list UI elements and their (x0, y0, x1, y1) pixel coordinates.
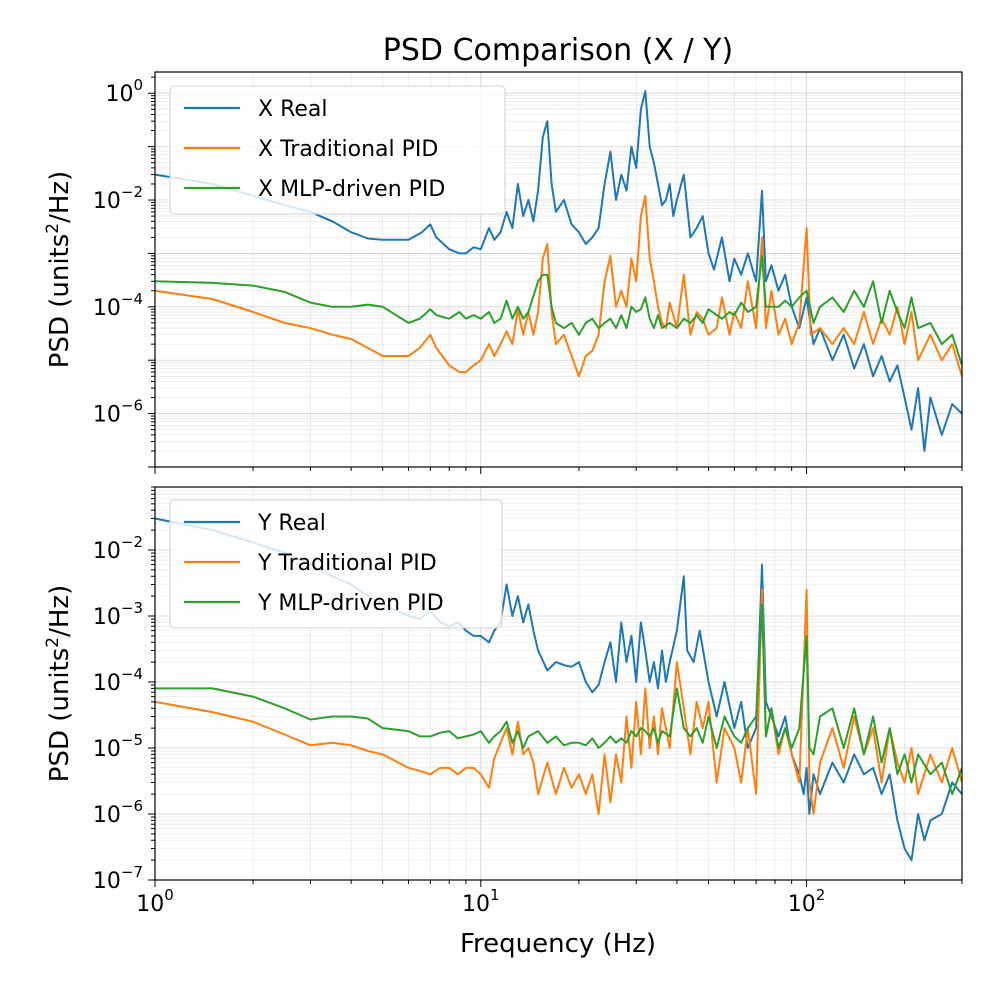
series-line-y-traditional-pid (155, 588, 962, 815)
series-line-y-mlp-driven-pid (155, 603, 962, 796)
series-line-y-real (155, 517, 962, 862)
x-tick-label: 100 (136, 886, 174, 917)
legend-entry: Y Traditional PID (257, 551, 437, 576)
series-line-x-mlp-driven-pid (155, 254, 962, 366)
y-tick-label: 100 (105, 76, 143, 107)
y-tick-label: 10−4 (93, 665, 143, 696)
y-tick-label: 10−2 (93, 183, 143, 214)
legend-entry: X MLP-driven PID (258, 177, 445, 202)
series-line-x-real (155, 90, 962, 452)
y-tick-label: 10−3 (93, 599, 143, 630)
legend-entry: X Real (258, 97, 328, 122)
series-line-x-traditional-pid (155, 194, 962, 378)
legend-entry: X Traditional PID (258, 137, 438, 162)
series-group (155, 517, 962, 862)
legend-entry: Y Real (257, 511, 326, 536)
x-psd-panel: 10−6 10−4 10−2 100 PSD (units2/Hz) X Real X Tr… (43, 71, 963, 474)
figure-title: PSD Comparison (X / Y) (383, 33, 733, 68)
y-tick-label: 10−2 (93, 533, 143, 564)
legend: X Real X Traditional PID X MLP-driven PID (169, 85, 506, 215)
y-axis-label: PSD (units2/Hz) (43, 585, 75, 782)
x-tick-label: 101 (462, 886, 500, 917)
x-axis-label: Frequency (Hz) (460, 929, 656, 959)
y-tick-label: 10−7 (93, 863, 143, 894)
y-tick-label: 10−6 (93, 797, 143, 828)
y-tick-label: 10−4 (93, 290, 143, 321)
y-tick-label: 10−5 (93, 731, 143, 762)
legend: Y Real Y Traditional PID Y MLP-driven PID (169, 499, 503, 629)
y-axis-label: PSD (units2/Hz) (43, 171, 75, 368)
legend-box (169, 499, 503, 629)
y-tick-label: 10−6 (93, 397, 143, 428)
y-psd-panel: 10−7 10−6 10−5 10−4 10−3 10−2 100 101 102 PSD (un… (43, 486, 963, 917)
series-group (155, 90, 962, 452)
legend-box (169, 85, 506, 215)
legend-entry: Y MLP-driven PID (257, 591, 444, 616)
axes-frame (154, 486, 963, 881)
x-tick-label: 102 (788, 886, 826, 917)
